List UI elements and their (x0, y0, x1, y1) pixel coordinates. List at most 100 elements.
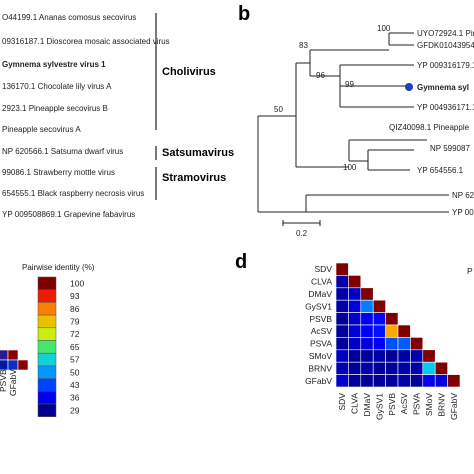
bootstrap-value: 96 (316, 71, 325, 80)
heatmap-col-label: BRNV (436, 393, 446, 417)
taxon-label: NP 620566.1 Satsuma dwarf virus (2, 147, 123, 156)
heatmap-cell (360, 324, 374, 338)
heatmap-row-label: PSVA (310, 339, 332, 349)
color-scale-tick-label: 36 (70, 393, 80, 403)
color-scale-swatch (37, 276, 57, 290)
taxon-label: YP 654556.1 (417, 166, 464, 175)
heatmap-cell (385, 361, 399, 375)
color-scale-tick-label: 79 (70, 316, 80, 326)
heatmap-cell (335, 262, 349, 276)
taxon-label: YP 00 (452, 208, 474, 217)
heatmap-cell (0, 359, 9, 371)
panel-b-branches (257, 32, 449, 213)
taxon-label: Gymnema sylvestre virus 1 (2, 60, 106, 69)
heatmap-cell (335, 312, 349, 326)
heatmap-cell (360, 374, 374, 388)
heatmap-cell (348, 299, 362, 313)
color-scale-swatch (37, 314, 57, 329)
heatmap-cell (385, 337, 399, 351)
heatmap-col-label: AcSV (399, 393, 409, 415)
heatmap-col-label: GySV1 (374, 393, 384, 420)
panel-b-label: b (238, 3, 250, 25)
heatmap-cell (335, 337, 349, 351)
taxon-label: Pineapple secovirus A (2, 125, 81, 134)
taxon-label: 09316187.1 Dioscorea mosaic associated v… (2, 37, 170, 46)
color-scale-swatch (37, 378, 57, 392)
heatmap-cell (372, 299, 386, 313)
heatmap-cell (360, 287, 374, 301)
heatmap-row-label: SMoV (309, 351, 332, 361)
heatmap-cell (422, 374, 436, 388)
heatmap-row-label: CLVA (311, 277, 332, 287)
heatmap-col-labels: SDV CLVA DMaV GySV1 PSVB AcSV PSVA SMoV BRNV GFab… (337, 393, 459, 420)
heatmap-cell (348, 374, 362, 388)
taxon-label: 2923.1 Pineapple secovirus B (2, 104, 108, 113)
heatmap-row-label: SDV (315, 264, 333, 274)
heatmap-cell (360, 337, 374, 351)
heatmap-row-label: DMaV (308, 289, 332, 299)
color-scale-swatch (37, 365, 57, 379)
heatmap-cell (385, 349, 399, 363)
heatmap-cell (335, 275, 349, 289)
heatmap-cell (385, 312, 399, 326)
heatmap-cell (397, 361, 411, 375)
heatmap-cell (410, 337, 424, 351)
bootstrap-value: 99 (345, 80, 354, 89)
scale-bar-label: 0.2 (296, 229, 308, 238)
scale-bar: 0.2 (282, 220, 321, 238)
heatmap-cell (434, 374, 448, 388)
heatmap-cell (360, 299, 374, 313)
color-scale-tick-label: 43 (70, 380, 80, 390)
heatmap-row-labels: SDV CLVA DMaV GySV1 PSVB AcSV PSVA SMoV BRNV GFab… (305, 264, 332, 386)
heatmap-row-label: GFabV (305, 376, 332, 386)
heatmap-cell (7, 349, 19, 361)
heatmap-col-label: SDV (337, 393, 347, 411)
heatmap-col-label: PSVA (412, 393, 422, 415)
taxon-label: YP 009508869.1 Grapevine fabavirus (2, 210, 135, 219)
heatmap-row-label: BRNV (308, 363, 332, 373)
heatmap-cell (372, 324, 386, 338)
color-scale-swatch (37, 327, 57, 341)
heatmap-cell (397, 337, 411, 351)
heatmap-cell (0, 349, 9, 361)
bootstrap-value: 100 (343, 163, 357, 172)
heatmap-cell (422, 361, 436, 375)
heatmap-cell (372, 312, 386, 326)
heatmap-cell (348, 324, 362, 338)
color-scale-tick-label: 93 (70, 291, 80, 301)
panel-b-taxa: UYO72924.1 Pine GFDK01043954. YP 0093161… (389, 29, 474, 217)
heatmap-cell (335, 287, 349, 301)
taxon-label: UYO72924.1 Pine (417, 29, 474, 38)
clade-satsumavirus: Satsumavirus (162, 147, 234, 159)
color-scale-tick-label: 29 (70, 405, 80, 415)
taxon-label: Gymnema syl (417, 83, 469, 92)
panel-d: d P SDVCLVADMaVGySV1PSVBAcSVPSVASMoVBRNV… (235, 251, 473, 420)
heatmap-cell (397, 374, 411, 388)
heatmap-col-label: SMoV (424, 393, 434, 416)
color-scale-tick-label: 57 (70, 355, 80, 365)
panel-c-heatmap-fragment: PSVB GFabV (0, 349, 29, 396)
bootstrap-value: 100 (377, 24, 391, 33)
heatmap-cell (372, 374, 386, 388)
heatmap-cell (335, 374, 349, 388)
heatmap-cell (360, 349, 374, 363)
heatmap-cell (348, 361, 362, 375)
heatmap-row-label: GySV1 (305, 301, 332, 311)
color-scale-swatch (37, 302, 57, 316)
clade-cholivirus: Cholivirus (162, 66, 216, 78)
heatmap-col-label: CLVA (350, 393, 360, 414)
heatmap-col-label: DMaV (362, 393, 372, 417)
heatmap-cell (335, 349, 349, 363)
bootstrap-value: 50 (274, 105, 283, 114)
heatmap-cell (410, 361, 424, 375)
heatmap-cell (372, 349, 386, 363)
bootstrap-value: 83 (299, 41, 308, 50)
heatmap-cell (410, 374, 424, 388)
heatmap-cell (348, 337, 362, 351)
taxon-label: NP 599087 (430, 144, 470, 153)
taxon-label: YP 004936171.1 (417, 103, 474, 112)
heatmap-cell (397, 324, 411, 338)
truncated-label: P (467, 266, 473, 276)
color-scale-tick-label: 50 (70, 367, 80, 377)
